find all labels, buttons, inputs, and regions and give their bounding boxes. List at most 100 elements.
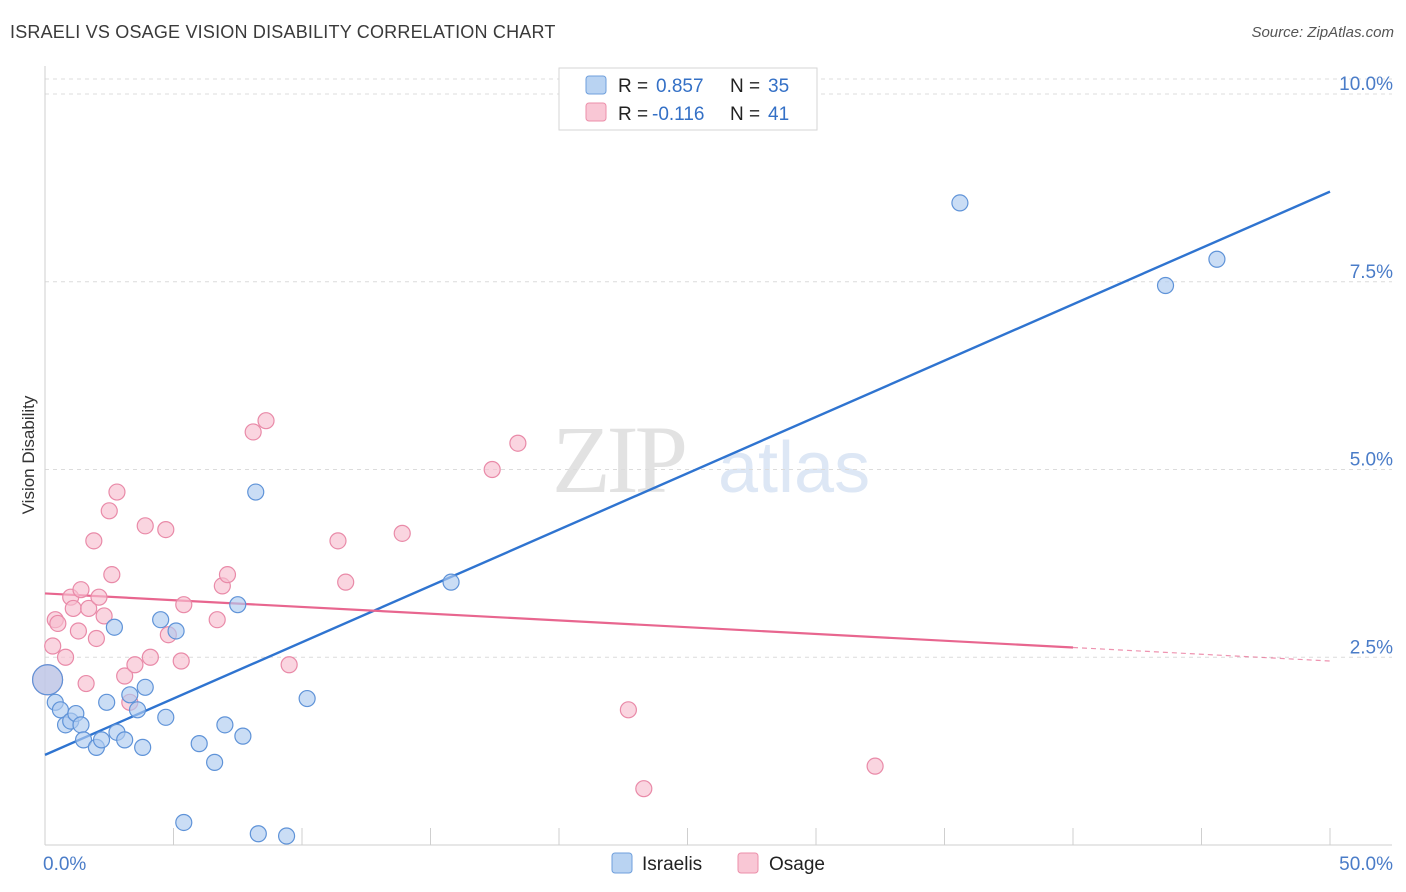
legend-top-r-value-0: 0.857	[656, 76, 704, 97]
israelis-point-31	[442, 573, 460, 591]
israelis-point-20	[167, 622, 185, 640]
osage-point-11	[85, 532, 103, 550]
legend-top-n-label-0: N =	[730, 76, 760, 97]
osage-point-15	[100, 502, 118, 520]
israelis-point-7	[74, 731, 93, 749]
osage-point-34	[337, 573, 355, 591]
israelis-point-33	[1156, 276, 1175, 295]
osage-trend-line-extension	[1072, 646, 1331, 662]
israelis-point-27	[247, 483, 265, 501]
osage-point-39	[635, 780, 653, 798]
israelis-point-18	[152, 611, 170, 629]
israelis-point-6	[72, 716, 90, 734]
osage-point-33	[329, 532, 347, 550]
osage-point-22	[141, 648, 159, 666]
israelis-point-22	[190, 735, 208, 753]
legend-top-swatch-israelis	[585, 75, 607, 95]
legend-top-n-value-1: 41	[768, 104, 789, 125]
legend-top-n-label-1: N =	[730, 104, 760, 125]
chart-title: ISRAELI VS OSAGE VISION DISABILITY CORRE…	[10, 22, 556, 42]
osage-point-8	[72, 581, 90, 599]
osage-point-13	[90, 588, 108, 606]
israelis-point-23	[206, 753, 224, 771]
osage-point-12	[87, 629, 106, 648]
osage-point-40	[866, 757, 884, 775]
osage-point-37	[509, 434, 527, 452]
watermark-zip: ZIP	[552, 406, 685, 513]
legend-bottom: Israelis Osage	[611, 852, 825, 875]
osage-point-29	[218, 566, 237, 584]
israelis-point-14	[121, 686, 139, 704]
osage-point-16	[103, 566, 121, 584]
israelis-point-29	[277, 827, 296, 845]
osage-point-17	[108, 483, 126, 501]
osage-trend-line	[44, 592, 1074, 649]
osage-point-30	[244, 423, 262, 441]
israelis-point-16	[134, 738, 152, 756]
osage-point-23	[157, 520, 175, 539]
legend-bottom-label-israelis: Israelis	[642, 854, 702, 875]
osage-point-31	[257, 412, 275, 430]
osage-point-21	[136, 517, 154, 535]
source-label: Source: ZipAtlas.com	[1251, 24, 1394, 41]
watermark: ZIP atlas	[552, 406, 870, 513]
labels-layer: 2.5% 5.0% 7.5% 10.0% 0.0% 50.0%	[43, 74, 1393, 875]
x-tick-label-1: 50.0%	[1339, 854, 1393, 875]
osage-point-38	[619, 701, 637, 719]
x-tick-label-0: 0.0%	[43, 854, 86, 875]
israelis-point-13	[116, 731, 134, 749]
israelis-trend-line	[44, 190, 1331, 756]
israelis-point-26	[234, 727, 252, 745]
legend-top-swatch-osage	[585, 102, 607, 122]
legend-top-r-label-0: R =	[618, 76, 648, 97]
legend-bottom-label-osage: Osage	[769, 854, 825, 875]
israelis-point-32	[951, 194, 969, 212]
israelis-point-34	[1208, 250, 1226, 268]
israelis-point-11	[105, 618, 123, 636]
legend-top: R = 0.857 N = 35 R = -0.116 N = 41	[558, 67, 818, 131]
israelis-point-24	[216, 716, 234, 734]
osage-point-36	[483, 460, 501, 479]
osage-point-4	[56, 648, 75, 666]
israelis-point-9	[92, 731, 111, 749]
osage-point-6	[64, 599, 82, 618]
israelis-point-0	[31, 664, 64, 696]
y-tick-label-1: 5.0%	[1350, 450, 1393, 471]
osage-point-35	[393, 524, 411, 542]
osage-point-3	[49, 614, 67, 633]
trend-layer	[44, 190, 1331, 756]
israelis-point-19	[157, 708, 175, 726]
osage-point-26	[175, 596, 193, 614]
legend-top-r-label-1: R =	[618, 104, 648, 125]
israelis-point-17	[136, 678, 154, 696]
osage-point-9	[77, 674, 95, 693]
osage-point-25	[172, 652, 190, 670]
osage-point-14	[95, 607, 113, 625]
osage-point-18	[116, 667, 134, 685]
y-axis-label: Vision Disability	[19, 395, 38, 514]
israelis-point-25	[229, 596, 247, 614]
israelis-point-15	[128, 701, 147, 719]
watermark-atlas: atlas	[718, 428, 870, 508]
osage-point-32	[280, 656, 298, 674]
osage-point-7	[69, 622, 88, 640]
legend-bottom-swatch-osage	[737, 852, 759, 874]
y-tick-label-0: 2.5%	[1350, 637, 1393, 658]
osage-point-1	[44, 637, 62, 655]
y-tick-label-2: 7.5%	[1350, 262, 1393, 283]
osage-point-27	[208, 611, 226, 629]
points-layer	[31, 194, 1226, 845]
israelis-point-10	[98, 693, 116, 711]
osage-point-10	[80, 599, 98, 618]
israelis-point-28	[249, 825, 267, 843]
israelis-point-21	[175, 813, 193, 832]
israelis-point-30	[298, 689, 316, 708]
grid-layer	[45, 78, 1392, 658]
legend-bottom-swatch-israelis	[611, 852, 633, 874]
legend-top-n-value-0: 35	[768, 76, 789, 97]
axes-layer	[44, 66, 1392, 846]
y-tick-label-3: 10.0%	[1339, 74, 1393, 95]
legend-top-r-value-1: -0.116	[652, 104, 704, 125]
osage-point-20	[126, 656, 144, 674]
